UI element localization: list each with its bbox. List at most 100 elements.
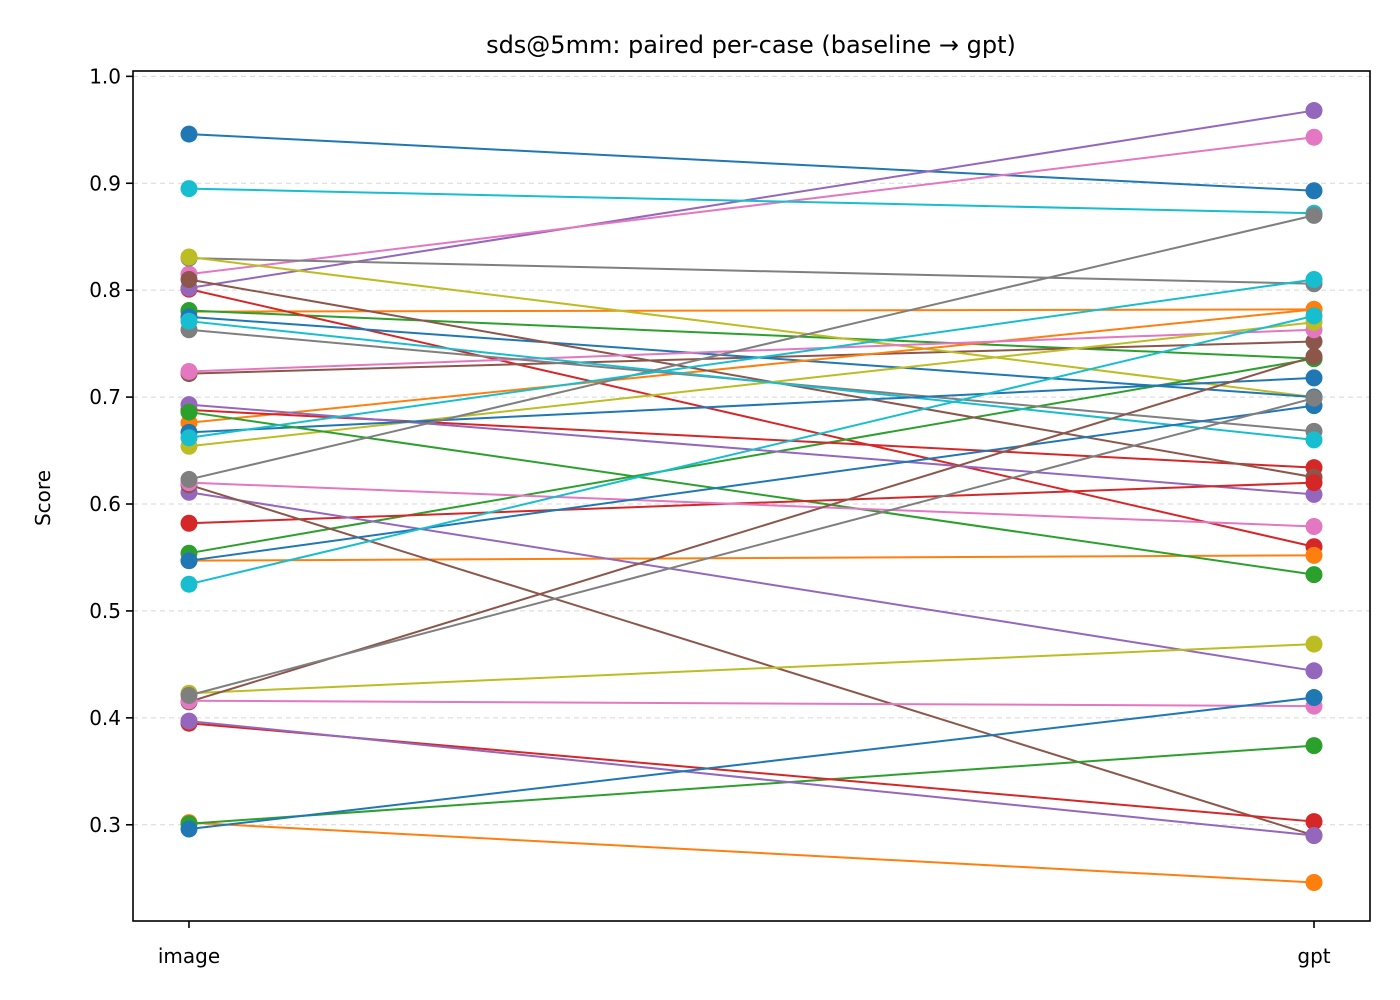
data-point-28-image xyxy=(180,470,198,488)
data-point-30-image xyxy=(180,429,198,447)
series-40 xyxy=(180,689,1323,838)
series-1 xyxy=(180,125,1323,200)
data-point-17-image xyxy=(180,362,198,380)
series-38 xyxy=(180,389,1323,704)
x-tick-label-image: image xyxy=(158,944,220,968)
series-line-20 xyxy=(188,320,1315,441)
series-line-33 xyxy=(188,744,1315,825)
series-line-38 xyxy=(188,397,1315,697)
data-point-40-image xyxy=(180,820,198,838)
series-line-5 xyxy=(188,109,1315,290)
data-point-39-image xyxy=(180,575,198,593)
data-point-10-image xyxy=(180,180,198,198)
y-tick-label-1: 0.4 xyxy=(89,706,121,730)
data-point-35-gpt xyxy=(1305,826,1323,844)
series-line-27 xyxy=(188,481,1315,528)
series-line-30 xyxy=(188,278,1315,439)
series-35 xyxy=(180,712,1323,844)
data-point-29-gpt xyxy=(1305,635,1323,653)
x-tick-label-gpt: gpt xyxy=(1297,944,1330,968)
series-line-3 xyxy=(188,309,1315,360)
data-point-24-gpt xyxy=(1305,474,1323,492)
series-line-28 xyxy=(188,214,1315,481)
plot-frame xyxy=(132,70,1371,922)
series-24 xyxy=(180,474,1323,532)
y-tick-label-4: 0.7 xyxy=(89,385,121,409)
data-point-33-gpt xyxy=(1305,737,1323,755)
series-line-32 xyxy=(188,821,1315,884)
series-39 xyxy=(180,307,1323,593)
series-line-22 xyxy=(188,554,1315,562)
series-line-9 xyxy=(188,256,1315,399)
series-30 xyxy=(180,270,1323,447)
axes-layer: 0.3 0.4 0.5 0.6 0.7 0.8 0.9 1.0 image gpt xyxy=(89,64,1371,968)
series-line-2 xyxy=(188,308,1315,313)
series-line-35 xyxy=(188,720,1315,837)
series-line-39 xyxy=(188,314,1315,586)
data-point-22-gpt xyxy=(1305,546,1323,564)
series-20 xyxy=(180,312,1323,449)
data-point-23-gpt xyxy=(1305,566,1323,584)
series-line-37 xyxy=(188,699,1315,708)
data-point-20-image xyxy=(180,312,198,330)
data-point-6-gpt xyxy=(1305,333,1323,351)
data-point-9-image xyxy=(180,248,198,266)
series-line-13 xyxy=(188,357,1315,555)
data-point-27-gpt xyxy=(1305,517,1323,535)
series-28 xyxy=(180,206,1323,488)
data-point-32-gpt xyxy=(1305,874,1323,892)
series-line-21 xyxy=(188,376,1315,434)
y-tick-label-7: 1.0 xyxy=(89,64,121,88)
data-point-30-gpt xyxy=(1305,270,1323,288)
y-tick-label-3: 0.6 xyxy=(89,492,121,516)
series-line-8 xyxy=(188,257,1315,285)
series-line-16 xyxy=(188,278,1315,479)
data-point-25-gpt xyxy=(1305,662,1323,680)
series-23 xyxy=(180,403,1323,584)
series-layer xyxy=(180,102,1323,892)
series-line-23 xyxy=(188,411,1315,576)
data-point-24-image xyxy=(180,514,198,532)
series-line-1 xyxy=(188,133,1315,192)
data-point-23-image xyxy=(180,403,198,421)
chart-title: sds@5mm: paired per-case (baseline → gpt… xyxy=(486,31,1016,59)
data-point-39-gpt xyxy=(1305,307,1323,325)
data-point-7-gpt xyxy=(1305,128,1323,146)
y-tick-label-6: 0.9 xyxy=(89,171,121,195)
series-line-29 xyxy=(188,643,1315,695)
series-line-25 xyxy=(188,491,1315,672)
data-point-36-gpt xyxy=(1305,347,1323,365)
series-line-7 xyxy=(188,136,1315,276)
data-point-35-image xyxy=(180,712,198,730)
data-point-20-gpt xyxy=(1305,431,1323,449)
data-point-21-gpt xyxy=(1305,369,1323,387)
data-point-38-image xyxy=(180,686,198,704)
series-line-4 xyxy=(188,288,1315,548)
data-point-31-image xyxy=(180,552,198,570)
series-line-40 xyxy=(188,696,1315,831)
data-point-34-gpt xyxy=(1305,813,1323,831)
series-line-10 xyxy=(188,187,1315,215)
y-tick-label-5: 0.8 xyxy=(89,278,121,302)
series-line-12 xyxy=(188,308,1315,424)
data-point-38-gpt xyxy=(1305,389,1323,407)
data-point-28-gpt xyxy=(1305,206,1323,224)
data-point-5-gpt xyxy=(1305,102,1323,120)
y-tick-label-0: 0.3 xyxy=(89,813,121,837)
series-line-19 xyxy=(188,321,1315,448)
data-point-40-gpt xyxy=(1305,689,1323,707)
series-line-31 xyxy=(188,404,1315,562)
data-point-1-image xyxy=(180,125,198,143)
series-line-11 xyxy=(188,315,1315,399)
series-line-17 xyxy=(188,328,1315,373)
data-point-15-gpt xyxy=(1305,485,1323,503)
data-point-16-image xyxy=(180,270,198,288)
series-line-24 xyxy=(188,481,1315,525)
data-point-1-gpt xyxy=(1305,182,1323,200)
series-line-26 xyxy=(188,483,1315,837)
y-axis-label: Score xyxy=(31,470,55,526)
y-tick-label-2: 0.5 xyxy=(89,599,121,623)
series-line-36 xyxy=(188,355,1315,703)
